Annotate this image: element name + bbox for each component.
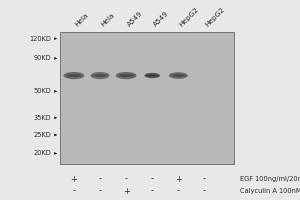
Text: -: - bbox=[98, 186, 101, 196]
Ellipse shape bbox=[66, 74, 82, 77]
Text: -: - bbox=[98, 174, 101, 184]
Text: +: + bbox=[123, 186, 130, 196]
Text: EGF 100ng/ml/20min: EGF 100ng/ml/20min bbox=[240, 176, 300, 182]
Ellipse shape bbox=[171, 74, 185, 77]
Text: +: + bbox=[70, 174, 77, 184]
Text: 90KD: 90KD bbox=[33, 55, 51, 61]
Text: -: - bbox=[151, 174, 154, 184]
Text: 20KD: 20KD bbox=[33, 150, 51, 156]
Bar bbox=[60, 32, 234, 164]
Text: -: - bbox=[203, 186, 206, 196]
Ellipse shape bbox=[64, 72, 84, 79]
Ellipse shape bbox=[144, 73, 160, 78]
Ellipse shape bbox=[118, 74, 134, 77]
Text: 25KD: 25KD bbox=[33, 132, 51, 138]
Text: -: - bbox=[203, 174, 206, 184]
Text: Hela: Hela bbox=[100, 12, 116, 28]
Text: 35KD: 35KD bbox=[33, 115, 51, 121]
Text: Hela: Hela bbox=[74, 12, 90, 28]
Ellipse shape bbox=[116, 72, 136, 79]
Text: HepG2: HepG2 bbox=[204, 6, 226, 28]
Text: -: - bbox=[124, 174, 128, 184]
Text: A549: A549 bbox=[152, 10, 170, 28]
Ellipse shape bbox=[93, 74, 107, 77]
Text: A549: A549 bbox=[126, 10, 144, 28]
Text: -: - bbox=[177, 186, 180, 196]
Text: +: + bbox=[175, 174, 182, 184]
Text: HepG2: HepG2 bbox=[178, 6, 200, 28]
Text: Calyculin A 100nM/60min: Calyculin A 100nM/60min bbox=[240, 188, 300, 194]
Ellipse shape bbox=[91, 72, 110, 79]
Text: -: - bbox=[151, 186, 154, 196]
Text: 120KD: 120KD bbox=[29, 36, 51, 42]
Ellipse shape bbox=[146, 75, 158, 77]
Text: 50KD: 50KD bbox=[33, 88, 51, 94]
Ellipse shape bbox=[169, 72, 188, 79]
Text: -: - bbox=[72, 186, 75, 196]
